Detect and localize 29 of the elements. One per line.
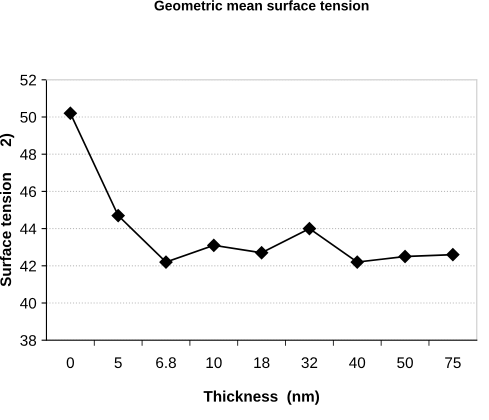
point [302, 222, 316, 236]
y-tick-label: 50 [20, 112, 36, 123]
x-tick-label: 32 [302, 357, 318, 368]
point [64, 106, 77, 120]
y-tick-label: 46 [20, 186, 36, 198]
x-tick-label: 18 [254, 357, 270, 368]
y-tick-label: 42 [20, 260, 36, 272]
point [159, 255, 173, 269]
x-tick-label: 75 [445, 357, 461, 368]
y-tick-label: 52 [20, 74, 36, 86]
point [255, 246, 268, 260]
y-tick-label: 44 [20, 224, 36, 234]
chart-title: Geometric mean surface tension [154, 0, 368, 10]
x-tick-label: 6.8 [156, 357, 176, 368]
point [398, 250, 412, 264]
x-tick-label: 50 [397, 357, 413, 368]
y-tick-label: 38 [20, 335, 36, 346]
point [207, 238, 220, 252]
point [350, 255, 364, 269]
y-axis-title: Surface tension 2) [0, 134, 14, 286]
x-tick-label: 0 [66, 357, 74, 368]
point [112, 208, 125, 222]
y-tick-label: 40 [20, 298, 36, 309]
y-tick-label: 48 [20, 149, 36, 160]
x-tick-label: 5 [114, 357, 122, 368]
x-axis-title: Thickness (nm) [204, 390, 320, 405]
x-tick-label: 40 [349, 357, 366, 368]
point [446, 248, 460, 262]
x-tick-label: 10 [206, 357, 222, 368]
